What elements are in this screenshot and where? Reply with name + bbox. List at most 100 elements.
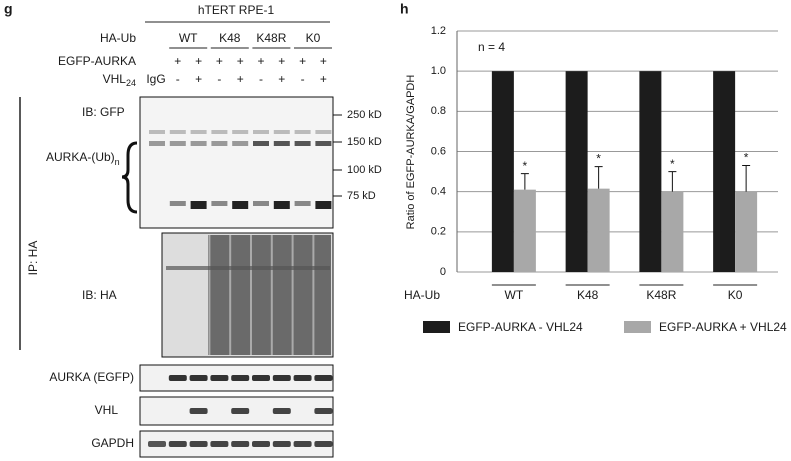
lane-sign: -	[176, 72, 180, 86]
band	[231, 375, 250, 381]
band	[272, 441, 291, 447]
lane-sign: +	[195, 54, 202, 68]
input-label: GAPDH	[91, 436, 134, 450]
band	[190, 130, 207, 134]
bar	[661, 191, 684, 272]
band	[168, 375, 187, 381]
band	[149, 130, 165, 134]
band	[315, 130, 332, 134]
band	[293, 375, 312, 381]
legend-label: EGFP-AURKA + VHL24	[659, 320, 787, 334]
y-tick-label: 1.2	[431, 25, 446, 37]
y-tick-label: 0.2	[431, 226, 446, 238]
band	[252, 441, 270, 447]
band	[232, 130, 249, 134]
band	[190, 141, 207, 146]
lane-sign: +	[216, 54, 223, 68]
error-bar	[742, 165, 751, 192]
band	[211, 201, 228, 206]
group-label: WT	[179, 31, 198, 45]
bar	[735, 191, 758, 272]
x-tick-label: K48	[577, 288, 599, 302]
band	[253, 130, 269, 134]
row-label: HA-Ub	[100, 31, 136, 45]
band	[293, 441, 312, 447]
significance: *	[596, 152, 601, 166]
error-bar	[520, 173, 529, 190]
lane-sign: -	[217, 72, 221, 86]
group-label: K0	[306, 31, 321, 45]
band	[232, 141, 249, 146]
band	[315, 141, 332, 146]
panel-label: h	[400, 1, 409, 17]
lane-sign: -	[301, 72, 305, 86]
row-label: VHL24	[103, 72, 136, 88]
y-axis-label: Ratio of EGFP-AURKA/GAPDH	[405, 75, 417, 230]
lane-sign: -	[259, 72, 263, 86]
lane-sign: +	[257, 54, 264, 68]
annotation: n = 4	[478, 40, 505, 54]
lane-sign: +	[320, 54, 327, 68]
x-tick-label: K0	[728, 288, 743, 302]
cell-line: hTERT RPE-1	[198, 3, 275, 17]
band	[294, 130, 311, 134]
band	[232, 201, 249, 209]
y-tick-label: 0.4	[431, 186, 446, 198]
band	[211, 141, 228, 146]
panel-label: g	[4, 1, 13, 17]
marker-label: 150 kD	[347, 136, 382, 148]
marker-label: 250 kD	[347, 109, 382, 121]
species-sub: n	[115, 157, 120, 167]
lane-sign: +	[299, 54, 306, 68]
ib-label: IB: GFP	[82, 105, 125, 119]
marker-label: 100 kD	[347, 164, 382, 176]
species-base: AURKA-(Ub)	[46, 150, 115, 164]
lane-sign: +	[320, 72, 327, 86]
ip-label: IP: HA	[26, 241, 40, 276]
error-bar	[594, 166, 603, 189]
lane-sign: +	[174, 54, 181, 68]
lane-sign: +	[237, 72, 244, 86]
band	[168, 441, 187, 447]
band	[169, 141, 186, 146]
band	[253, 141, 269, 146]
y-tick-label: 1.0	[431, 65, 446, 77]
band	[190, 201, 207, 209]
band	[211, 130, 228, 134]
input-label: AURKA (EGFP)	[49, 370, 134, 384]
band	[314, 408, 333, 414]
group-label: K48	[219, 31, 241, 45]
band	[231, 441, 250, 447]
band	[273, 141, 290, 146]
lane-sign: +	[278, 54, 285, 68]
bar	[639, 71, 662, 273]
band	[210, 375, 229, 381]
legend-swatch	[624, 321, 651, 333]
group-label: K48R	[256, 31, 286, 45]
marker-label: 75 kD	[347, 190, 376, 202]
row-label-sub: 24	[126, 78, 136, 88]
band	[272, 408, 291, 414]
significance: *	[744, 151, 749, 165]
band	[315, 201, 332, 209]
band	[166, 266, 330, 270]
band	[273, 201, 290, 209]
band	[189, 441, 208, 447]
control-label: IgG	[146, 72, 165, 86]
bar	[513, 189, 536, 272]
smear	[208, 235, 331, 355]
lane-sign: +	[237, 54, 244, 68]
band	[272, 375, 291, 381]
band	[148, 441, 166, 447]
band	[253, 201, 269, 206]
bar	[565, 71, 588, 273]
band	[314, 441, 333, 447]
row-label-base: VHL	[103, 72, 127, 86]
band	[169, 201, 186, 206]
brace	[121, 141, 138, 214]
error-bar	[668, 171, 677, 192]
band	[189, 375, 208, 381]
band	[252, 375, 270, 381]
band	[294, 141, 311, 146]
x-tick-label: WT	[505, 288, 524, 302]
